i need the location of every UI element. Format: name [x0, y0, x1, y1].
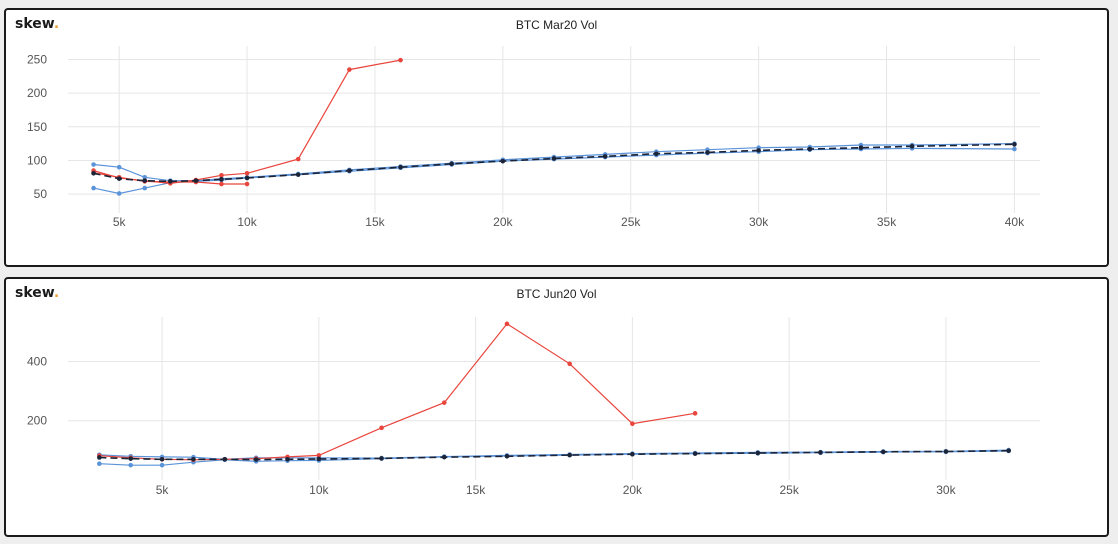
data-point-market	[567, 361, 572, 367]
data-point-mid	[142, 178, 148, 183]
data-point-mid	[943, 449, 949, 454]
data-point-mid	[818, 450, 823, 455]
data-point-ask	[91, 162, 96, 167]
data-point-mid	[91, 170, 96, 176]
x-tick-label: 35k	[877, 215, 897, 229]
x-tick-label: 20k	[493, 215, 513, 229]
data-point-mid	[285, 456, 290, 462]
chart-title: BTC Mar20 Vol	[515, 18, 598, 32]
data-point-bid	[159, 462, 165, 468]
data-point-mid	[909, 144, 915, 149]
x-tick-label: 15k	[365, 215, 385, 229]
data-point-mid	[398, 164, 403, 170]
y-tick-label: 200	[27, 86, 47, 100]
data-point-mid	[567, 452, 572, 458]
data-point-mid	[159, 456, 165, 462]
x-tick-label: 25k	[779, 483, 799, 497]
data-point-market	[441, 400, 447, 405]
data-point-mid	[253, 457, 259, 462]
data-point-mid	[219, 177, 224, 182]
data-point-bid	[91, 185, 96, 191]
data-point-mid	[97, 455, 102, 460]
data-point-market	[504, 321, 510, 327]
data-point-mid	[692, 451, 698, 456]
data-point-mid	[654, 151, 659, 157]
y-tick-label: 100	[27, 153, 47, 167]
chart-panel-mar20: skew. BTC Mar20 Vol 5k 10k 15k 20k 25k 30k 35k…	[4, 8, 1109, 267]
data-point-mid	[441, 454, 447, 460]
y-tick-label: 400	[27, 354, 47, 368]
skew-logo: skew.	[15, 16, 60, 32]
data-point-mid	[193, 178, 199, 183]
y-tick-label: 150	[27, 120, 47, 134]
data-point-market	[347, 67, 352, 72]
data-point-mid	[1006, 448, 1011, 453]
data-point-market	[219, 181, 224, 187]
vol-chart-jun20[interactable]: 5k 10k 15k 20k 25k 30k 200 400	[6, 279, 1107, 535]
data-point-market	[244, 181, 250, 187]
y-tick-label: 250	[27, 52, 47, 66]
data-point-mid	[500, 158, 506, 164]
data-point-ask	[142, 175, 148, 180]
data-point-market	[630, 421, 635, 426]
data-point-mid	[449, 161, 454, 167]
data-point-mid	[630, 451, 635, 457]
x-tick-label: 5k	[113, 215, 127, 229]
data-point-bid	[1012, 146, 1017, 152]
data-point-mid	[347, 168, 352, 173]
x-tick-label: 30k	[749, 215, 769, 229]
data-point-mid	[755, 450, 761, 456]
data-point-mid	[705, 150, 710, 155]
x-tick-label: 10k	[309, 483, 329, 497]
data-point-mid	[756, 148, 761, 153]
data-point-mid	[858, 145, 864, 150]
data-point-mid	[880, 449, 886, 455]
x-tick-label: 5k	[156, 483, 170, 497]
data-point-bid	[128, 462, 134, 468]
data-point-market	[379, 425, 384, 431]
data-point-market	[295, 156, 301, 162]
data-point-mid	[244, 175, 250, 181]
y-tick-label: 50	[34, 187, 48, 201]
series-line-bid	[99, 450, 1009, 466]
skew-logo: skew.	[15, 285, 60, 301]
series-line-mid	[93, 143, 1015, 183]
data-point-market	[219, 172, 224, 178]
data-point-mid	[1012, 142, 1017, 147]
data-point-mid	[116, 176, 122, 181]
x-tick-label: 25k	[621, 215, 641, 229]
x-tick-label: 15k	[466, 483, 486, 497]
data-point-mid	[807, 146, 813, 152]
x-tick-label: 30k	[936, 483, 956, 497]
data-point-mid	[191, 456, 196, 462]
data-point-mid	[222, 456, 228, 462]
vol-chart-mar20[interactable]: 5k 10k 15k 20k 25k 30k 35k 40k 50 100 150 200 250	[6, 10, 1107, 265]
data-point-mid	[504, 453, 510, 459]
data-point-bid	[116, 191, 122, 196]
x-tick-label: 10k	[237, 215, 257, 229]
x-tick-label: 40k	[1005, 215, 1025, 229]
data-point-mid	[168, 179, 173, 184]
series-line-market	[99, 323, 696, 461]
x-tick-label: 20k	[623, 483, 643, 497]
data-point-mid	[295, 172, 301, 177]
data-point-bid	[97, 461, 102, 466]
data-point-market	[692, 411, 698, 416]
data-point-market	[244, 170, 250, 176]
data-point-market	[398, 57, 403, 63]
data-point-mid	[316, 456, 322, 462]
data-point-mid	[128, 456, 134, 461]
chart-panel-jun20: skew. BTC Jun20 Vol 5k 10k 15k 20k 25k 30k 200…	[4, 277, 1109, 537]
chart-title: BTC Jun20 Vol	[516, 287, 597, 301]
data-point-mid	[551, 156, 557, 161]
data-point-mid	[602, 154, 608, 159]
y-tick-label: 200	[27, 414, 47, 428]
data-point-ask	[116, 164, 122, 170]
data-point-market	[316, 453, 322, 458]
data-point-bid	[142, 185, 148, 191]
data-point-mid	[379, 456, 384, 461]
